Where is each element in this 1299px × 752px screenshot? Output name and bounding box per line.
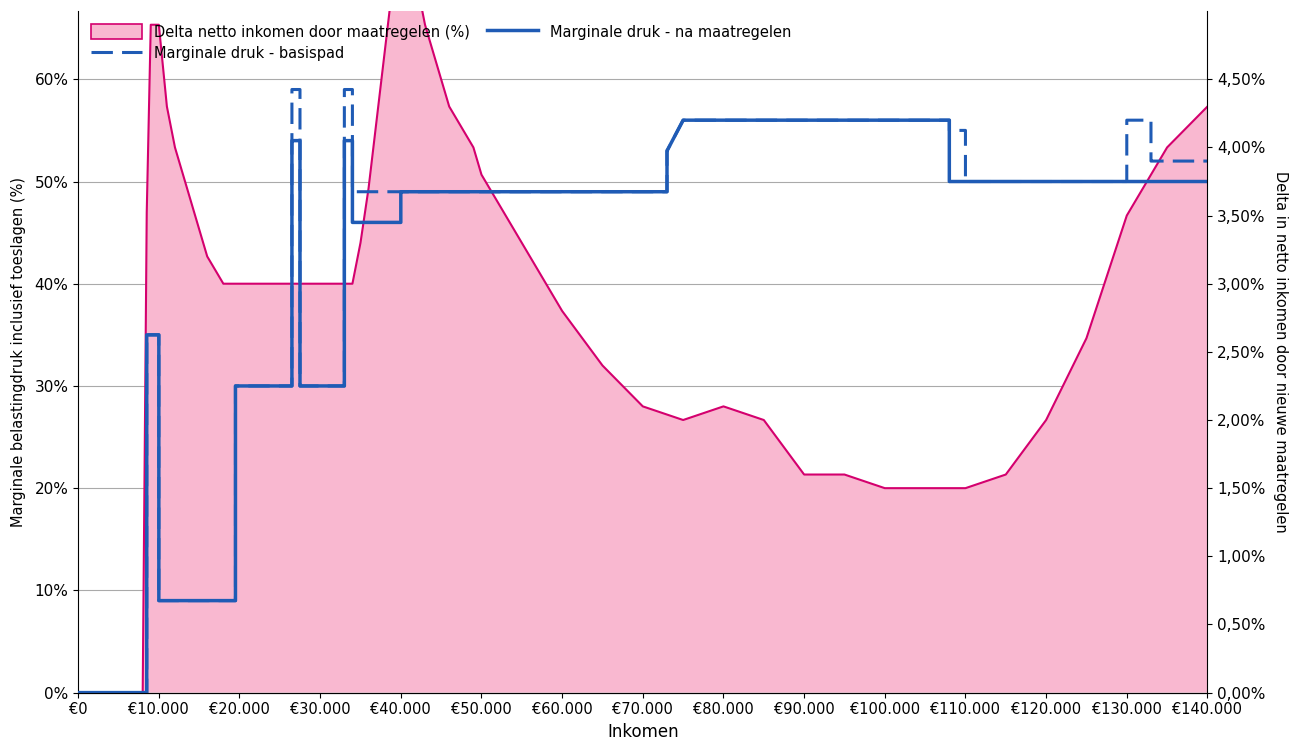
Y-axis label: Delta in netto inkomen door nieuwe maatregelen: Delta in netto inkomen door nieuwe maatr…	[1273, 171, 1287, 532]
X-axis label: Inkomen: Inkomen	[607, 723, 678, 741]
Y-axis label: Marginale belastingdruk inclusief toeslagen (%): Marginale belastingdruk inclusief toesla…	[12, 177, 26, 527]
Legend: Delta netto inkomen door maatregelen (%), Marginale druk - basispad, Marginale d: Delta netto inkomen door maatregelen (%)…	[86, 18, 798, 67]
